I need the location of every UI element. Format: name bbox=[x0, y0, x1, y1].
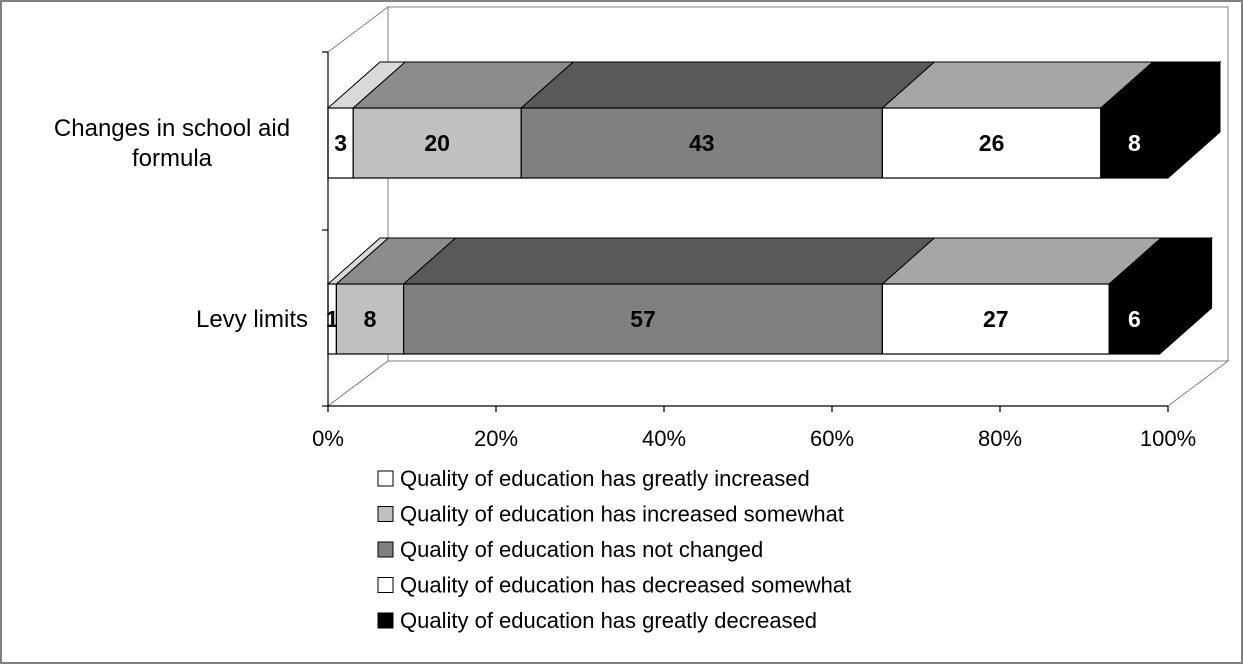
legend-swatch bbox=[377, 612, 394, 629]
bar-segment bbox=[881, 107, 1102, 179]
category-label: formula bbox=[132, 145, 213, 172]
bar-segment bbox=[352, 107, 522, 179]
legend-entry: Quality of education has increased somew… bbox=[400, 502, 844, 527]
legend-swatch bbox=[377, 541, 394, 558]
floor-wall bbox=[326, 360, 1230, 407]
x-tick-label: 20% bbox=[474, 426, 518, 451]
bar-segment bbox=[881, 283, 1110, 355]
data-label: 1 bbox=[326, 306, 339, 332]
x-tick-label: 40% bbox=[642, 426, 686, 451]
legend-swatch bbox=[377, 470, 394, 487]
legend-entry: Quality of education has decreased somew… bbox=[400, 573, 851, 598]
legend-entry: Quality of education has not changed bbox=[400, 537, 763, 562]
data-label: 8 bbox=[364, 306, 377, 332]
legend-entry: Quality of education has greatly increas… bbox=[400, 466, 810, 491]
legend-swatch bbox=[377, 577, 394, 593]
category-label: Changes in school aid bbox=[54, 115, 290, 142]
bar-segment bbox=[1100, 107, 1169, 179]
data-label: 57 bbox=[630, 306, 656, 332]
bar-segment bbox=[403, 283, 883, 355]
bar-segment-top bbox=[402, 237, 936, 285]
bar-segment bbox=[335, 283, 405, 355]
data-label: 8 bbox=[1128, 130, 1141, 156]
bar-segment bbox=[1108, 283, 1161, 355]
data-label: 27 bbox=[983, 306, 1009, 332]
x-tick-label: 100% bbox=[1140, 426, 1196, 451]
data-label: 6 bbox=[1128, 306, 1141, 332]
bar-end-face bbox=[1159, 236, 1213, 356]
legend-swatch bbox=[377, 506, 394, 522]
x-tick-label: 60% bbox=[810, 426, 854, 451]
x-tick-label: 80% bbox=[978, 426, 1022, 451]
data-label: 26 bbox=[979, 130, 1005, 156]
x-tick-label: 0% bbox=[312, 426, 344, 451]
bar-segment-top bbox=[519, 61, 936, 109]
bar-end-face bbox=[1167, 60, 1221, 180]
data-label: 43 bbox=[689, 130, 715, 156]
data-label: 20 bbox=[424, 130, 450, 156]
category-label: Levy limits bbox=[196, 306, 308, 333]
legend-entry: Quality of education has greatly decreas… bbox=[400, 608, 817, 633]
data-label: 3 bbox=[334, 130, 347, 156]
bar-segment bbox=[520, 107, 884, 179]
